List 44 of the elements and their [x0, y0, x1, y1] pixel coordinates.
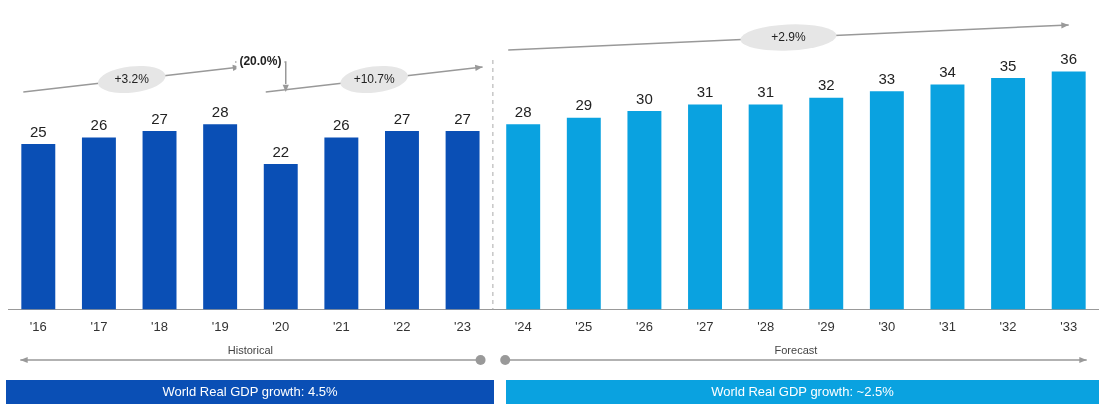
data-label: 29 [575, 96, 593, 114]
x-tick-label: '33 [1060, 318, 1078, 334]
x-tick-label: '25 [575, 318, 593, 334]
x-tick-label: '21 [332, 318, 350, 334]
x-tick-label: '16 [29, 318, 47, 334]
data-label: 28 [514, 102, 532, 120]
data-label: 31 [757, 83, 774, 101]
data-label: 28 [211, 102, 229, 120]
data-label: 27 [151, 109, 168, 127]
x-tick-label: '17 [90, 318, 108, 334]
x-tick-label: '20 [272, 318, 290, 334]
text: World Real GDP growth: ~2.5% [506, 380, 1099, 404]
x-tick-label: '22 [393, 318, 411, 334]
x-tick-label: '30 [878, 318, 896, 334]
data-label: 26 [90, 116, 108, 134]
annotation: +10.7% [353, 71, 396, 86]
data-label: 26 [333, 116, 350, 134]
data-label: 31 [696, 83, 714, 101]
x-tick-label: '26 [635, 318, 653, 334]
x-tick-label: '18 [151, 318, 168, 334]
data-label: 35 [999, 56, 1017, 74]
x-tick-label: '32 [999, 318, 1017, 334]
x-tick-label: '19 [211, 318, 229, 334]
data-label: 27 [454, 109, 471, 127]
data-label: 27 [393, 109, 411, 127]
data-label: 30 [636, 89, 653, 107]
x-tick-label: '29 [817, 318, 835, 334]
data-label: 33 [878, 69, 896, 87]
x-tick-label: '27 [696, 318, 714, 334]
data-label: 34 [939, 63, 956, 81]
x-tick-label: '28 [757, 318, 775, 334]
x-tick-label: '23 [454, 318, 472, 334]
data-label: 32 [817, 76, 835, 94]
data-label: 25 [29, 122, 47, 140]
x-tick-label: '31 [939, 318, 956, 334]
text: World Real GDP growth: 4.5% [6, 380, 494, 404]
data-label: 36 [1060, 50, 1078, 68]
text: Forecast [774, 343, 818, 356]
data-label: 22 [272, 142, 290, 160]
text: Historical [227, 343, 274, 356]
annotation: +3.2% [114, 71, 150, 86]
text: (20.0%) [239, 54, 282, 69]
text: +2.9% [771, 29, 806, 44]
x-tick-label: '24 [514, 318, 532, 334]
